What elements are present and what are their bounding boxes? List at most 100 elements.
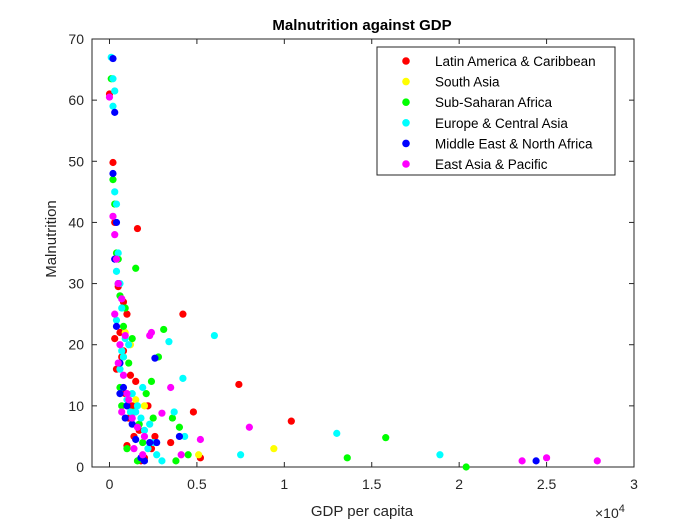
data-point (593, 457, 601, 465)
data-point (147, 377, 156, 385)
legend-marker (402, 57, 410, 65)
data-point (133, 224, 142, 233)
data-point (139, 438, 147, 447)
data-point (126, 408, 135, 416)
data-point (140, 432, 149, 441)
data-point (111, 87, 119, 95)
data-point (210, 331, 218, 340)
data-point (179, 374, 187, 382)
data-point (146, 331, 154, 340)
data-point (128, 390, 136, 398)
data-point (518, 457, 526, 465)
legend-label: South Asia (435, 75, 500, 90)
data-point (139, 383, 147, 392)
data-point (542, 454, 551, 462)
x-axis-label: GDP per capita (311, 503, 414, 520)
data-point (112, 255, 121, 263)
data-point (111, 335, 119, 343)
data-point (123, 390, 131, 398)
data-point (109, 212, 117, 220)
data-point (109, 54, 117, 63)
data-point (184, 451, 192, 459)
data-point (118, 304, 126, 312)
data-point (132, 396, 140, 404)
data-point (114, 359, 122, 367)
legend-label: Sub-Saharan Africa (435, 95, 553, 110)
data-point (436, 451, 444, 459)
data-point (111, 310, 119, 318)
y-tick-label: 20 (68, 337, 84, 353)
data-point (121, 331, 129, 340)
data-point (133, 402, 142, 410)
data-point (112, 200, 121, 208)
y-tick-label: 10 (68, 398, 84, 414)
data-point (382, 434, 390, 442)
data-point (137, 414, 145, 422)
y-tick-label: 0 (76, 459, 84, 475)
data-point (142, 390, 150, 398)
data-point (128, 420, 136, 428)
data-point (167, 438, 175, 447)
data-point (118, 402, 126, 410)
data-point (109, 169, 117, 178)
data-point (116, 341, 124, 349)
data-point (179, 310, 187, 318)
legend-label: Europe & Central Asia (435, 116, 568, 131)
data-point (119, 383, 128, 392)
data-point (168, 414, 177, 422)
x-axis-ticks: 0 0.5 1 1.5 2 2.5 3 (106, 39, 638, 492)
data-points-layer (105, 53, 601, 471)
y-axis-ticks: 0 10 20 30 40 50 60 70 (68, 31, 634, 475)
data-point (111, 188, 119, 196)
data-point (158, 457, 166, 465)
legend-marker (402, 98, 410, 106)
data-point (153, 451, 161, 459)
data-point (112, 267, 121, 275)
data-point (132, 435, 140, 444)
data-point (119, 371, 128, 379)
data-point (132, 264, 140, 272)
data-point (109, 158, 117, 167)
data-point (333, 429, 341, 437)
data-point (116, 365, 124, 373)
data-point (109, 102, 117, 110)
data-point (140, 426, 149, 434)
data-point (343, 454, 351, 462)
data-point (153, 438, 161, 447)
data-point (151, 432, 159, 441)
data-point (126, 371, 135, 379)
data-point (237, 451, 245, 459)
data-point (146, 438, 154, 447)
data-point (139, 451, 147, 459)
chart-title: Malnutrition against GDP (272, 17, 451, 34)
x-tick-label: 2.5 (537, 476, 557, 492)
legend-label: East Asia & Pacific (435, 157, 548, 172)
data-point (170, 408, 178, 416)
data-point (175, 432, 184, 441)
data-point (111, 108, 119, 116)
data-point (235, 380, 243, 389)
data-point (181, 432, 189, 441)
data-point (195, 451, 203, 459)
legend-marker (402, 77, 410, 86)
data-point (165, 338, 173, 346)
legend-label: Middle East & North Africa (435, 136, 593, 151)
data-point (158, 409, 166, 417)
series-6 (105, 93, 601, 465)
data-point (160, 325, 168, 334)
y-tick-label: 70 (68, 31, 84, 47)
x-tick-label: 1 (280, 476, 288, 492)
data-point (128, 414, 136, 422)
data-point (118, 295, 126, 303)
data-point (105, 93, 114, 101)
y-axis-label: Malnutrition (43, 200, 60, 278)
data-point (167, 383, 175, 392)
data-point (175, 423, 184, 431)
data-point (130, 445, 138, 453)
x-tick-label: 3 (630, 476, 638, 492)
y-tick-label: 30 (68, 276, 84, 292)
data-point (109, 176, 117, 184)
data-point (114, 279, 122, 288)
data-point (151, 354, 159, 362)
